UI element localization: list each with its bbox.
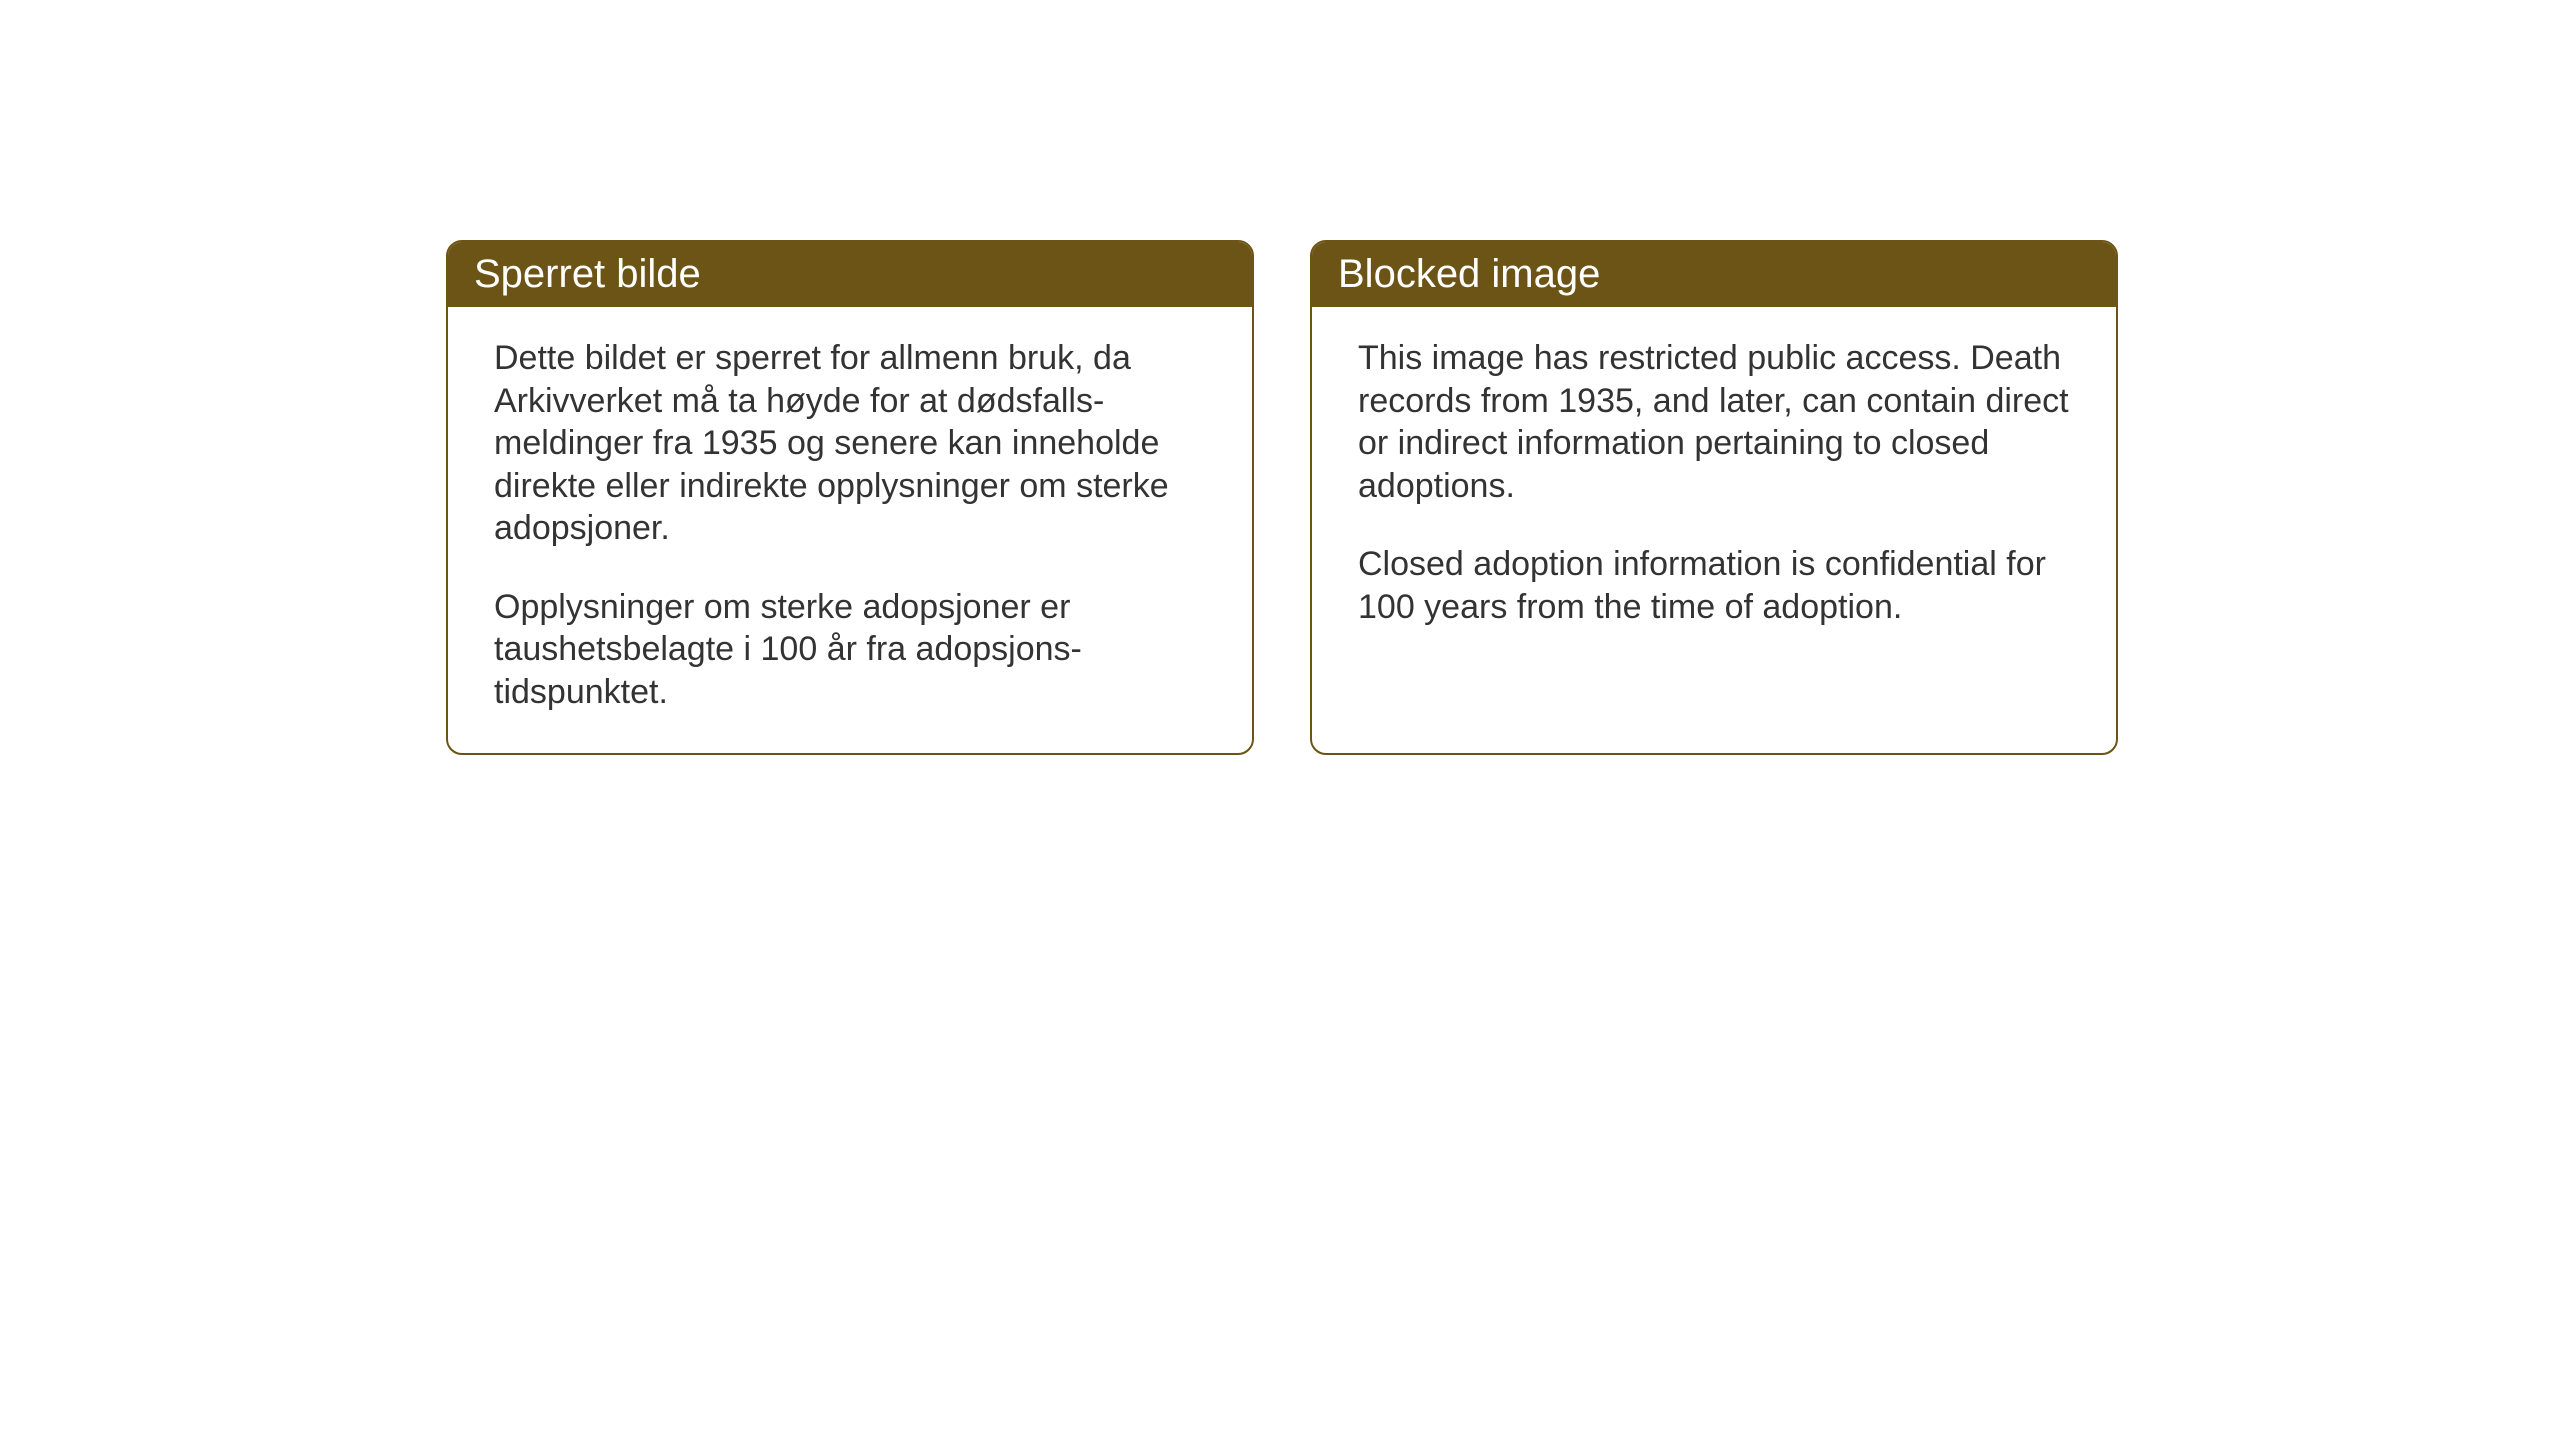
- english-card: Blocked image This image has restricted …: [1310, 240, 2118, 755]
- norwegian-paragraph-2: Opplysninger om sterke adopsjoner er tau…: [494, 586, 1206, 714]
- cards-container: Sperret bilde Dette bildet er sperret fo…: [446, 240, 2118, 755]
- norwegian-card-body: Dette bildet er sperret for allmenn bruk…: [448, 307, 1252, 753]
- english-paragraph-2: Closed adoption information is confident…: [1358, 543, 2070, 628]
- norwegian-paragraph-1: Dette bildet er sperret for allmenn bruk…: [494, 337, 1206, 550]
- norwegian-card-title: Sperret bilde: [448, 242, 1252, 307]
- english-paragraph-1: This image has restricted public access.…: [1358, 337, 2070, 507]
- english-card-body: This image has restricted public access.…: [1312, 307, 2116, 668]
- english-card-title: Blocked image: [1312, 242, 2116, 307]
- norwegian-card: Sperret bilde Dette bildet er sperret fo…: [446, 240, 1254, 755]
